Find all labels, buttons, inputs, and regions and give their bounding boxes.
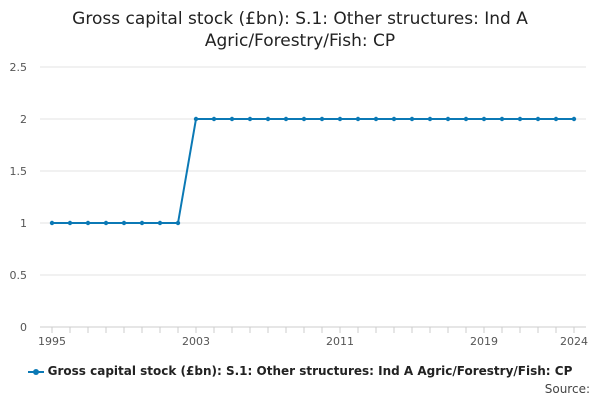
data-point (301, 116, 307, 122)
data-point (337, 116, 343, 122)
data-point (211, 116, 217, 122)
y-tick-label: 1.5 (10, 165, 28, 178)
data-point (67, 220, 73, 226)
data-point (481, 116, 487, 122)
axes: 0 0.5 1 1.5 2 2.5 1995 2003 2011 2019 2024 (10, 61, 589, 348)
data-point (85, 220, 91, 226)
data-point (499, 116, 505, 122)
data-point (319, 116, 325, 122)
x-tick-label: 2024 (560, 335, 588, 348)
x-tick-label: 2019 (470, 335, 498, 348)
y-tick-label: 0 (20, 321, 27, 334)
y-tick-label: 0.5 (10, 269, 28, 282)
data-point (571, 116, 577, 122)
data-point (229, 116, 235, 122)
data-point (193, 116, 199, 122)
data-point (283, 116, 289, 122)
y-tick-label: 2 (20, 113, 27, 126)
data-point (445, 116, 451, 122)
legend-label: Gross capital stock (£bn): S.1: Other st… (47, 364, 573, 378)
x-tick-label: 1995 (38, 335, 66, 348)
data-point (553, 116, 559, 122)
x-tick-label: 2003 (182, 335, 210, 348)
data-point (121, 220, 127, 226)
data-point (175, 220, 181, 226)
data-point (355, 116, 361, 122)
data-point (535, 116, 541, 122)
legend[interactable]: Gross capital stock (£bn): S.1: Other st… (0, 364, 600, 378)
data-point (409, 116, 415, 122)
data-point (391, 116, 397, 122)
data-point (139, 220, 145, 226)
y-tick-label: 2.5 (10, 61, 28, 74)
series-layer (49, 116, 577, 226)
source-label: Source: (544, 382, 590, 396)
chart-title: Gross capital stock (£bn): S.1: Other st… (72, 9, 528, 51)
data-point (157, 220, 163, 226)
data-point (373, 116, 379, 122)
data-point (265, 116, 271, 122)
data-point (103, 220, 109, 226)
grid-lines (40, 66, 586, 276)
data-point (427, 116, 433, 122)
y-tick-label: 1 (20, 217, 27, 230)
data-point (247, 116, 253, 122)
series-line (52, 118, 574, 224)
legend-marker-icon (27, 366, 44, 378)
data-point (463, 116, 469, 122)
data-point (49, 220, 55, 226)
x-tick-label: 2011 (326, 335, 354, 348)
data-point (517, 116, 523, 122)
